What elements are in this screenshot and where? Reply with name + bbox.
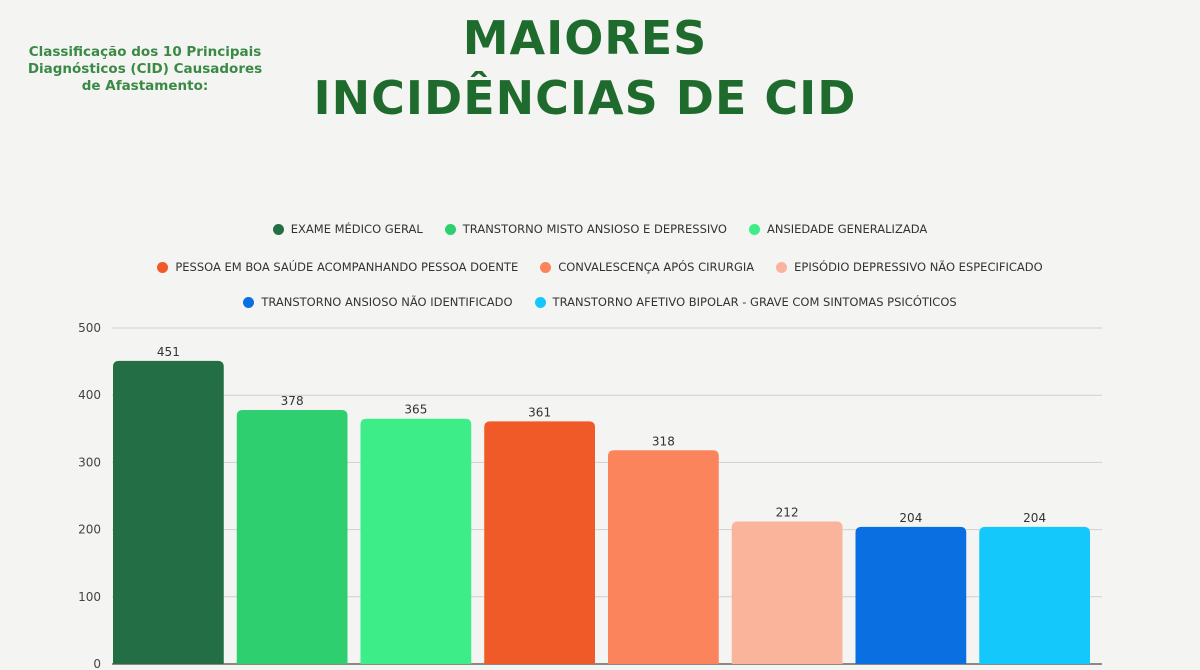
bar	[731, 521, 843, 664]
bar	[484, 421, 595, 664]
legend-row: EXAME MÉDICO GERAL TRANSTORNO MISTO ANSIO…	[0, 222, 1200, 236]
data-label: 378	[281, 394, 304, 408]
bar	[979, 526, 1090, 664]
page-title: MAIORES INCIDÊNCIAS DE CID	[313, 11, 857, 125]
legend-item[interactable]: TRANSTORNO AFETIVO BIPOLAR - GRAVE COM S…	[534, 295, 957, 309]
legend-label: EPISÓDIO DEPRESSIVO NÃO ESPECIFICADO	[794, 260, 1043, 274]
data-label: 365	[404, 403, 427, 417]
legend-label: TRANSTORNO ANSIOSO NÃO IDENTIFICADO	[261, 295, 513, 309]
chart-subtitle: Classificação dos 10 Principais Diagnóst…	[27, 44, 263, 94]
legend-label: EXAME MÉDICO GERAL	[290, 222, 423, 236]
bar	[236, 409, 348, 664]
legend-label: CONVALESCENÇA APÓS CIRURGIA	[558, 260, 755, 274]
y-tick-label: 300	[78, 455, 101, 469]
bar	[855, 526, 967, 664]
y-tick-label: 100	[78, 590, 101, 604]
data-label: 361	[528, 405, 551, 419]
bar	[113, 360, 224, 664]
legend-swatch	[776, 261, 788, 273]
data-label: 204	[1023, 511, 1046, 525]
legend-item[interactable]: CONVALESCENÇA APÓS CIRURGIA	[540, 260, 754, 274]
legend-swatch	[534, 296, 546, 308]
legend-row: TRANSTORNO ANSIOSO NÃO IDENTIFICADO TRANS…	[0, 295, 1200, 309]
legend-swatch	[157, 261, 169, 273]
legend-label: PESSOA EM BOA SAÚDE ACOMPANHANDO PESSOA …	[175, 260, 519, 274]
legend-swatch	[748, 223, 760, 235]
legend-row: PESSOA EM BOA SAÚDE ACOMPANHANDO PESSOA …	[0, 260, 1200, 274]
bar	[360, 418, 472, 664]
y-tick-label: 400	[78, 388, 101, 402]
legend-swatch	[540, 261, 552, 273]
y-tick-label: 200	[78, 523, 101, 537]
legend-item[interactable]: EXAME MÉDICO GERAL	[272, 222, 423, 236]
legend-label: ANSIEDADE GENERALIZADA	[766, 222, 928, 236]
y-tick-label: 0	[93, 657, 101, 670]
legend-item[interactable]: TRANSTORNO ANSIOSO NÃO IDENTIFICADO	[243, 295, 513, 309]
data-label: 451	[157, 345, 180, 359]
legend-label: TRANSTORNO AFETIVO BIPOLAR - GRAVE COM S…	[552, 295, 957, 309]
data-label: 204	[899, 511, 922, 525]
legend-item[interactable]: ANSIEDADE GENERALIZADA	[748, 222, 928, 236]
data-label: 212	[776, 506, 799, 520]
legend-swatch	[444, 223, 456, 235]
bar	[608, 450, 719, 664]
legend-item[interactable]: PESSOA EM BOA SAÚDE ACOMPANHANDO PESSOA …	[157, 260, 518, 274]
legend-swatch	[243, 296, 255, 308]
legend-label: TRANSTORNO MISTO ANSIOSO E DEPRESSIVO	[462, 222, 727, 236]
legend-item[interactable]: TRANSTORNO MISTO ANSIOSO E DEPRESSIVO	[444, 222, 727, 236]
data-label: 318	[652, 434, 675, 448]
legend-item[interactable]: EPISÓDIO DEPRESSIVO NÃO ESPECIFICADO	[776, 260, 1043, 274]
y-tick-label: 500	[78, 321, 101, 335]
legend-swatch	[272, 223, 284, 235]
